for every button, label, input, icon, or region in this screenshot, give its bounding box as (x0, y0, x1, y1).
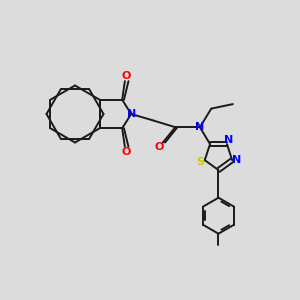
Text: O: O (122, 147, 131, 157)
Text: N: N (127, 109, 136, 119)
Text: O: O (122, 71, 131, 81)
Text: N: N (232, 155, 241, 165)
Text: O: O (154, 142, 164, 152)
Text: N: N (195, 122, 205, 132)
Text: N: N (224, 136, 233, 146)
Text: S: S (196, 157, 205, 166)
